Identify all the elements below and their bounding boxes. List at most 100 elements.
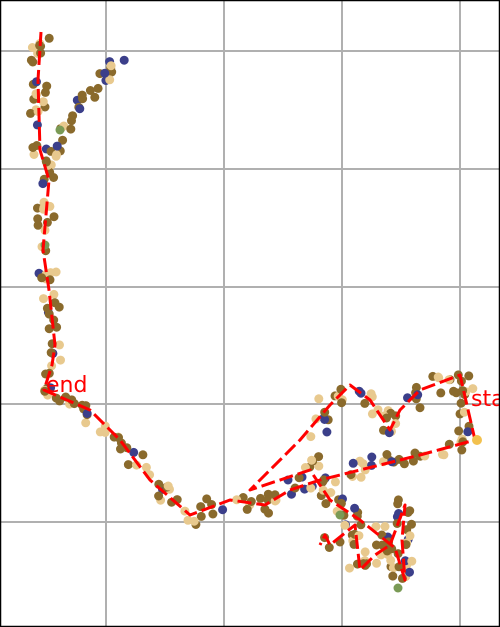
gps-point [433,372,443,382]
gps-point [360,547,370,557]
gps-point [51,267,61,277]
gps-point [242,504,252,514]
gps-point [306,432,316,442]
gps-point [106,61,116,71]
gps-point [388,571,398,581]
gps-point [387,544,397,554]
gps-point [256,493,265,503]
gps-point [55,340,64,350]
gps-point [319,475,329,485]
gps-point [44,324,54,334]
gps-point [307,455,317,465]
gps-point [85,86,95,95]
end-label: end [46,373,87,398]
gps-points [26,33,478,593]
gps-point [373,405,383,415]
gps-point [218,505,228,515]
gps-point [360,398,370,408]
gps-point [463,427,473,437]
gps-point [371,522,381,532]
gps-point [367,452,377,462]
gps-point [208,509,218,519]
gps-point [314,452,324,462]
gps-point [56,355,65,365]
gps-point [68,111,78,121]
gps-point [81,418,91,428]
gps-point [93,83,103,93]
gps-point [326,488,336,497]
gps-point [306,483,316,493]
gps-point [372,558,382,568]
gps-point [340,520,350,530]
gps-point [407,519,416,529]
gps-point [456,398,466,408]
start-label: sta [471,387,500,412]
gps-point [322,427,332,437]
gps-point [75,104,85,114]
gps-point [350,503,360,513]
gps-point [28,57,38,67]
gps-point [28,143,38,152]
gps-point [382,450,392,459]
gps-point [90,92,100,102]
gps-point [52,141,62,151]
gps-point [105,75,115,85]
gps-point [27,43,37,52]
route-line [36,31,477,582]
gps-point [345,563,354,573]
gps-point [95,427,105,437]
gps-point [41,157,51,167]
gps-point [380,522,390,531]
gps-point [66,124,76,134]
gps-point [314,461,324,471]
gps-point [320,415,330,424]
gps-point [366,389,376,399]
gps-point [394,562,404,572]
gps-point [49,173,59,182]
gps-point [386,555,396,565]
gps-point [232,495,242,505]
gps-point [407,556,417,566]
gps-point [37,273,47,283]
gps-point [405,567,414,577]
gps-point [457,445,467,455]
gps-point [408,456,418,466]
gps-point [321,499,331,509]
gps-point [50,298,60,308]
route-polyline [36,31,477,582]
gps-point [437,449,447,459]
gps-point [129,447,139,457]
gps-point [44,33,54,43]
gps-point [335,510,345,520]
gps-point [436,388,446,398]
gps-point [78,94,88,104]
gps-point [55,125,65,135]
gps-point [33,214,43,224]
gps-point [33,220,43,230]
start-marker [472,435,482,445]
gps-point [49,212,59,222]
gps-point [141,462,151,472]
gps-point [464,371,474,381]
gps-point [123,460,133,470]
gps-point [384,428,394,438]
gps-point [415,403,425,413]
gps-point [39,294,48,304]
gps-point [52,322,62,332]
gps-point [393,499,403,509]
gps-point [405,531,415,541]
gps-point [330,477,340,487]
gps-point [337,398,347,408]
gps-point [42,81,52,91]
gps-point [394,454,404,464]
gps-point [51,151,61,161]
gps-point [294,473,304,483]
gps-point [58,135,68,145]
gps-point [32,77,41,87]
gps-point [100,68,110,78]
gps-point [38,179,48,189]
gps-point [163,481,173,491]
